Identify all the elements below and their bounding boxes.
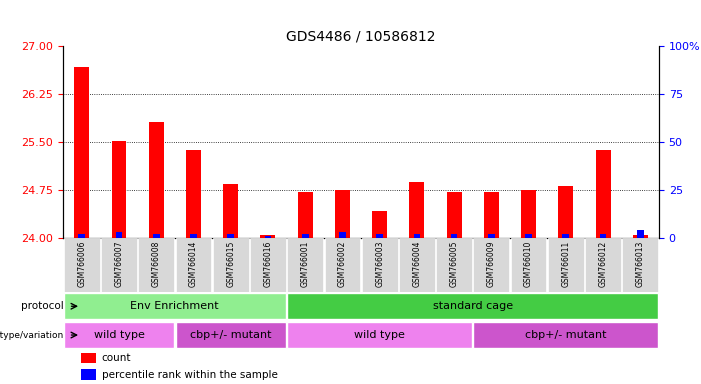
Bar [149,122,163,238]
Text: GSM766001: GSM766001 [301,241,310,287]
Bar [562,234,569,238]
Text: GSM766013: GSM766013 [636,241,645,287]
Bar [111,141,126,238]
Text: GSM766014: GSM766014 [189,241,198,287]
Text: GSM766015: GSM766015 [226,241,235,287]
FancyBboxPatch shape [362,238,397,292]
Bar [451,234,458,238]
FancyBboxPatch shape [213,238,249,292]
FancyBboxPatch shape [473,322,658,348]
Bar [596,150,611,238]
Bar [372,211,387,238]
FancyBboxPatch shape [511,238,547,292]
Text: GSM766005: GSM766005 [449,241,458,287]
Text: genotype/variation: genotype/variation [0,331,64,339]
Text: GSM766011: GSM766011 [562,241,571,287]
Text: GSM766006: GSM766006 [77,241,86,287]
Text: GSM766007: GSM766007 [114,241,123,287]
Bar [116,232,122,238]
Bar [298,192,313,238]
FancyBboxPatch shape [585,238,621,292]
Bar [227,234,234,238]
Bar [409,182,424,238]
Bar [414,234,420,238]
FancyBboxPatch shape [64,293,286,319]
Bar [447,192,461,238]
FancyBboxPatch shape [250,238,286,292]
FancyBboxPatch shape [175,322,286,348]
FancyBboxPatch shape [287,322,472,348]
Text: standard cage: standard cage [433,301,513,311]
Text: cbp+/- mutant: cbp+/- mutant [525,330,606,340]
Bar [484,192,499,238]
Bar [261,235,275,238]
FancyBboxPatch shape [325,238,360,292]
Bar [81,353,96,363]
Bar [600,234,606,238]
Text: count: count [102,353,131,363]
FancyBboxPatch shape [287,238,323,292]
FancyBboxPatch shape [64,322,174,348]
FancyBboxPatch shape [622,238,658,292]
Text: protocol: protocol [21,301,64,311]
Bar [559,185,573,238]
Bar [525,234,532,238]
Text: GSM766002: GSM766002 [338,241,347,287]
Bar [190,234,197,238]
Text: wild type: wild type [354,330,405,340]
Bar [521,190,536,238]
FancyBboxPatch shape [399,238,435,292]
FancyBboxPatch shape [436,238,472,292]
Text: percentile rank within the sample: percentile rank within the sample [102,370,278,380]
Bar [74,66,89,238]
FancyBboxPatch shape [101,238,137,292]
Bar [153,234,160,238]
Text: GSM766012: GSM766012 [599,241,608,287]
Bar [264,236,271,238]
FancyBboxPatch shape [473,238,509,292]
Bar [223,184,238,238]
Text: GSM766010: GSM766010 [524,241,533,287]
Bar [376,234,383,238]
Text: GSM766003: GSM766003 [375,241,384,287]
FancyBboxPatch shape [64,238,100,292]
Bar [637,230,644,238]
Text: GSM766008: GSM766008 [151,241,161,287]
Bar [335,190,350,238]
Text: wild type: wild type [93,330,144,340]
Bar [79,234,85,238]
FancyBboxPatch shape [175,238,211,292]
Bar [81,369,96,380]
FancyBboxPatch shape [548,238,584,292]
Bar [302,234,308,238]
Text: GSM766009: GSM766009 [487,241,496,287]
Text: GSM766004: GSM766004 [412,241,421,287]
Bar [339,232,346,238]
FancyBboxPatch shape [138,238,174,292]
Text: GSM766016: GSM766016 [264,241,273,287]
Bar [488,234,495,238]
Bar [186,150,201,238]
FancyBboxPatch shape [287,293,658,319]
Title: GDS4486 / 10586812: GDS4486 / 10586812 [286,30,436,43]
Bar [633,235,648,238]
Text: cbp+/- mutant: cbp+/- mutant [190,330,271,340]
Text: Env Enrichment: Env Enrichment [130,301,219,311]
